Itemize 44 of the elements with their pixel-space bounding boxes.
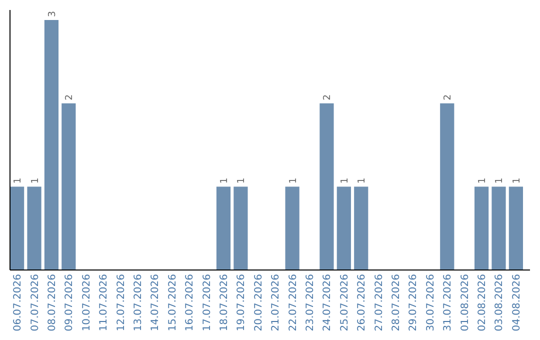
- x-tick-label: 07.07.2026: [30, 274, 41, 332]
- x-tick-label: 28.07.2026: [391, 274, 402, 332]
- x-tick-label: 31.07.2026: [442, 274, 454, 332]
- x-tick-label: 01.08.2026: [460, 274, 471, 332]
- x-tick-label: 16.07.2026: [184, 274, 196, 332]
- data-label: 1: [494, 178, 506, 184]
- x-tick-label: 20.07.2026: [253, 274, 264, 332]
- data-label: 1: [218, 178, 230, 184]
- x-tick-label: 19.07.2026: [236, 274, 248, 332]
- data-label: 3: [46, 10, 58, 17]
- x-tick-label: 24.07.2026: [322, 274, 334, 332]
- data-label: 2: [322, 94, 334, 100]
- x-tick-label: 13.07.2026: [132, 274, 144, 332]
- data-label: 2: [64, 94, 76, 100]
- data-label: 1: [236, 178, 248, 184]
- x-tick-label: 21.07.2026: [270, 274, 282, 332]
- x-tick-label: 02.08.2026: [477, 274, 488, 332]
- x-tick-label: 23.07.2026: [305, 274, 316, 332]
- data-label: 1: [356, 178, 368, 184]
- x-tick-label: 08.07.2026: [46, 274, 58, 332]
- data-label: 1: [288, 178, 299, 184]
- x-tick-label: 29.07.2026: [408, 274, 420, 332]
- x-tick-label: 11.07.2026: [98, 274, 110, 332]
- x-tick-label: 18.07.2026: [218, 274, 230, 332]
- x-tick-label: 14.07.2026: [150, 274, 162, 332]
- x-tick-label: 25.07.2026: [339, 274, 350, 332]
- x-tick-label: 22.07.2026: [288, 274, 299, 332]
- data-label: 2: [442, 94, 454, 100]
- x-tick-label: 10.07.2026: [81, 274, 92, 332]
- data-label: 1: [511, 178, 522, 184]
- x-tick-label: 12.07.2026: [116, 274, 127, 332]
- data-label: 1: [12, 178, 24, 184]
- x-tick-label: 15.07.2026: [167, 274, 178, 332]
- x-tick-label: 27.07.2026: [374, 274, 385, 332]
- x-tick-label: 30.07.2026: [425, 274, 436, 332]
- x-tick-label: 09.07.2026: [64, 274, 76, 332]
- x-tick-label: 17.07.2026: [202, 274, 213, 332]
- x-tick-label: 03.08.2026: [494, 274, 506, 332]
- data-label: 1: [339, 178, 350, 184]
- x-tick-label: 26.07.2026: [356, 274, 368, 332]
- x-tick-label: 06.07.2026: [12, 274, 24, 332]
- x-tick-label: 04.08.2026: [511, 274, 522, 332]
- data-label: 1: [30, 178, 41, 184]
- data-label: 1: [477, 178, 488, 184]
